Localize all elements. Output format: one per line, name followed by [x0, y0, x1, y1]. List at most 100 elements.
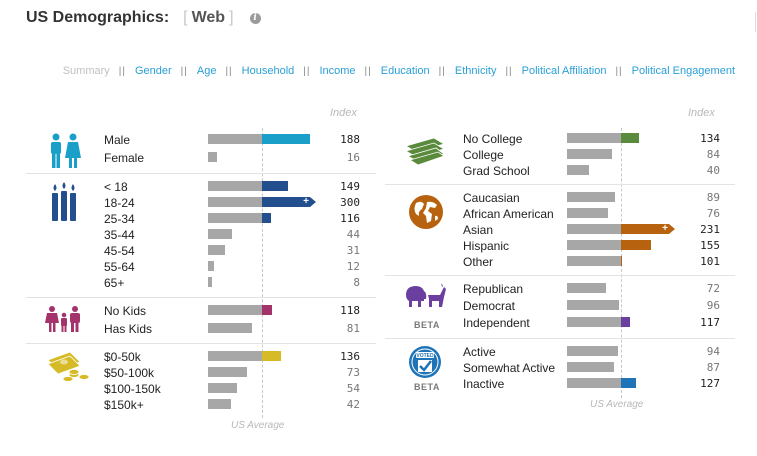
index-value: 44: [346, 228, 360, 241]
family-icon: [44, 306, 84, 337]
page-subtitle: Web: [191, 9, 226, 26]
row-label: $150k+: [104, 398, 144, 412]
index-value: 136: [340, 350, 360, 363]
row-label: Male: [104, 133, 131, 147]
index-value: 87: [706, 361, 720, 374]
index-bar: [621, 133, 639, 143]
bracket-open: [: [183, 9, 188, 26]
baseline-bar: [567, 149, 612, 159]
index-value: 31: [346, 244, 360, 257]
row-label: Other: [463, 255, 494, 269]
overflow-plus-icon: +: [662, 223, 668, 234]
row-label: African American: [463, 207, 554, 221]
group-divider: [26, 343, 376, 344]
baseline-bar: [567, 346, 618, 356]
svg-text:VOTED: VOTED: [416, 353, 434, 359]
data-row-18: < 18 149: [104, 179, 364, 195]
edge-divider: [755, 12, 756, 32]
male-female-icon: [48, 133, 82, 174]
index-value: 134: [700, 132, 720, 145]
tab-separator: ||: [364, 65, 372, 77]
data-row-democrat: Democrat 96: [463, 298, 724, 314]
data-row-grad-school: Grad School 40: [463, 163, 724, 179]
data-row-caucasian: Caucasian 89: [463, 190, 724, 206]
baseline-bar: [208, 152, 217, 162]
tab-gender[interactable]: Gender: [134, 65, 172, 77]
tab-political-engagement[interactable]: Political Engagement: [631, 65, 735, 77]
data-row-no-kids: No Kids 118: [104, 303, 364, 319]
data-row-0-50k: $0-50k 136: [104, 349, 364, 365]
baseline-bar: [208, 213, 262, 223]
row-label: Female: [104, 151, 145, 165]
baseline-bar: [208, 323, 252, 333]
tab-income[interactable]: Income: [319, 65, 356, 77]
index-value: 89: [706, 191, 720, 204]
tab-ethnicity[interactable]: Ethnicity: [454, 65, 497, 77]
data-row-independent: Independent 117: [463, 315, 724, 331]
baseline-bar: [567, 133, 621, 143]
data-row-somewhat-active: Somewhat Active 87: [463, 360, 724, 376]
beta-badge: BETA: [414, 320, 440, 330]
baseline-bar: [567, 192, 615, 202]
data-row-african-american: African American 76: [463, 206, 724, 222]
tab-age[interactable]: Age: [196, 65, 217, 77]
baseline-bar: [567, 317, 621, 327]
baseline-bar: [567, 208, 608, 218]
row-label: 55-64: [104, 260, 135, 274]
tab-separator: ||: [615, 65, 623, 77]
baseline-bar: [567, 378, 621, 388]
index-bar: [262, 305, 272, 315]
tab-household[interactable]: Household: [241, 65, 295, 77]
baseline-bar: [567, 300, 619, 310]
index-bar: [262, 213, 271, 223]
index-value: 94: [706, 345, 720, 358]
baseline-bar: [208, 305, 262, 315]
baseline-bar: [208, 277, 212, 287]
baseline-bar: [567, 224, 621, 234]
index-bar: [262, 134, 310, 144]
index-bar: [621, 378, 636, 388]
tab-separator: ||: [118, 65, 126, 77]
row-label: 25-34: [104, 212, 135, 226]
overflow-arrow-icon: [310, 197, 316, 207]
row-label: $50-100k: [104, 366, 155, 380]
info-icon[interactable]: i: [249, 12, 261, 24]
row-label: Independent: [463, 316, 530, 330]
index-value: 76: [706, 207, 720, 220]
baseline-bar: [208, 134, 262, 144]
baseline-bar: [208, 367, 247, 377]
row-label: 35-44: [104, 228, 135, 242]
tab-bar: Summary || Gender || Age || Household || Income |…: [63, 65, 735, 77]
baseline-bar: [208, 351, 262, 361]
row-label: 65+: [104, 276, 125, 290]
tab-education[interactable]: Education: [380, 65, 430, 77]
group-divider: [385, 184, 735, 185]
index-bar: [621, 240, 651, 250]
baseline-bar: [208, 245, 225, 255]
tab-political-affiliation[interactable]: Political Affiliation: [521, 65, 607, 77]
index-value: 84: [706, 148, 720, 161]
row-label: No College: [463, 132, 523, 146]
index-value: 72: [706, 282, 720, 295]
group-divider: [385, 338, 735, 339]
index-value: 155: [700, 239, 720, 252]
data-row-18-24: 18-24 +300: [104, 195, 364, 211]
tab-separator: ||: [505, 65, 513, 77]
tab-separator: ||: [438, 65, 446, 77]
data-row-asian: Asian +231: [463, 222, 724, 238]
baseline-bar: [567, 256, 621, 266]
elephant-donkey-icon: [404, 283, 448, 314]
data-row-other: Other 101: [463, 254, 724, 270]
row-label: Caucasian: [463, 191, 520, 205]
page-title: US Demographics:: [26, 9, 170, 26]
index-bar: [621, 256, 622, 266]
row-label: $0-50k: [104, 350, 141, 364]
overflow-plus-icon: +: [303, 196, 309, 207]
data-row-50-100k: $50-100k 73: [104, 365, 364, 381]
index-value: 118: [340, 304, 360, 317]
candles-icon: [50, 182, 78, 227]
group-divider: [26, 297, 376, 298]
index-value: 40: [706, 164, 720, 177]
index-value: 127: [700, 377, 720, 390]
beta-badge: BETA: [414, 382, 440, 392]
